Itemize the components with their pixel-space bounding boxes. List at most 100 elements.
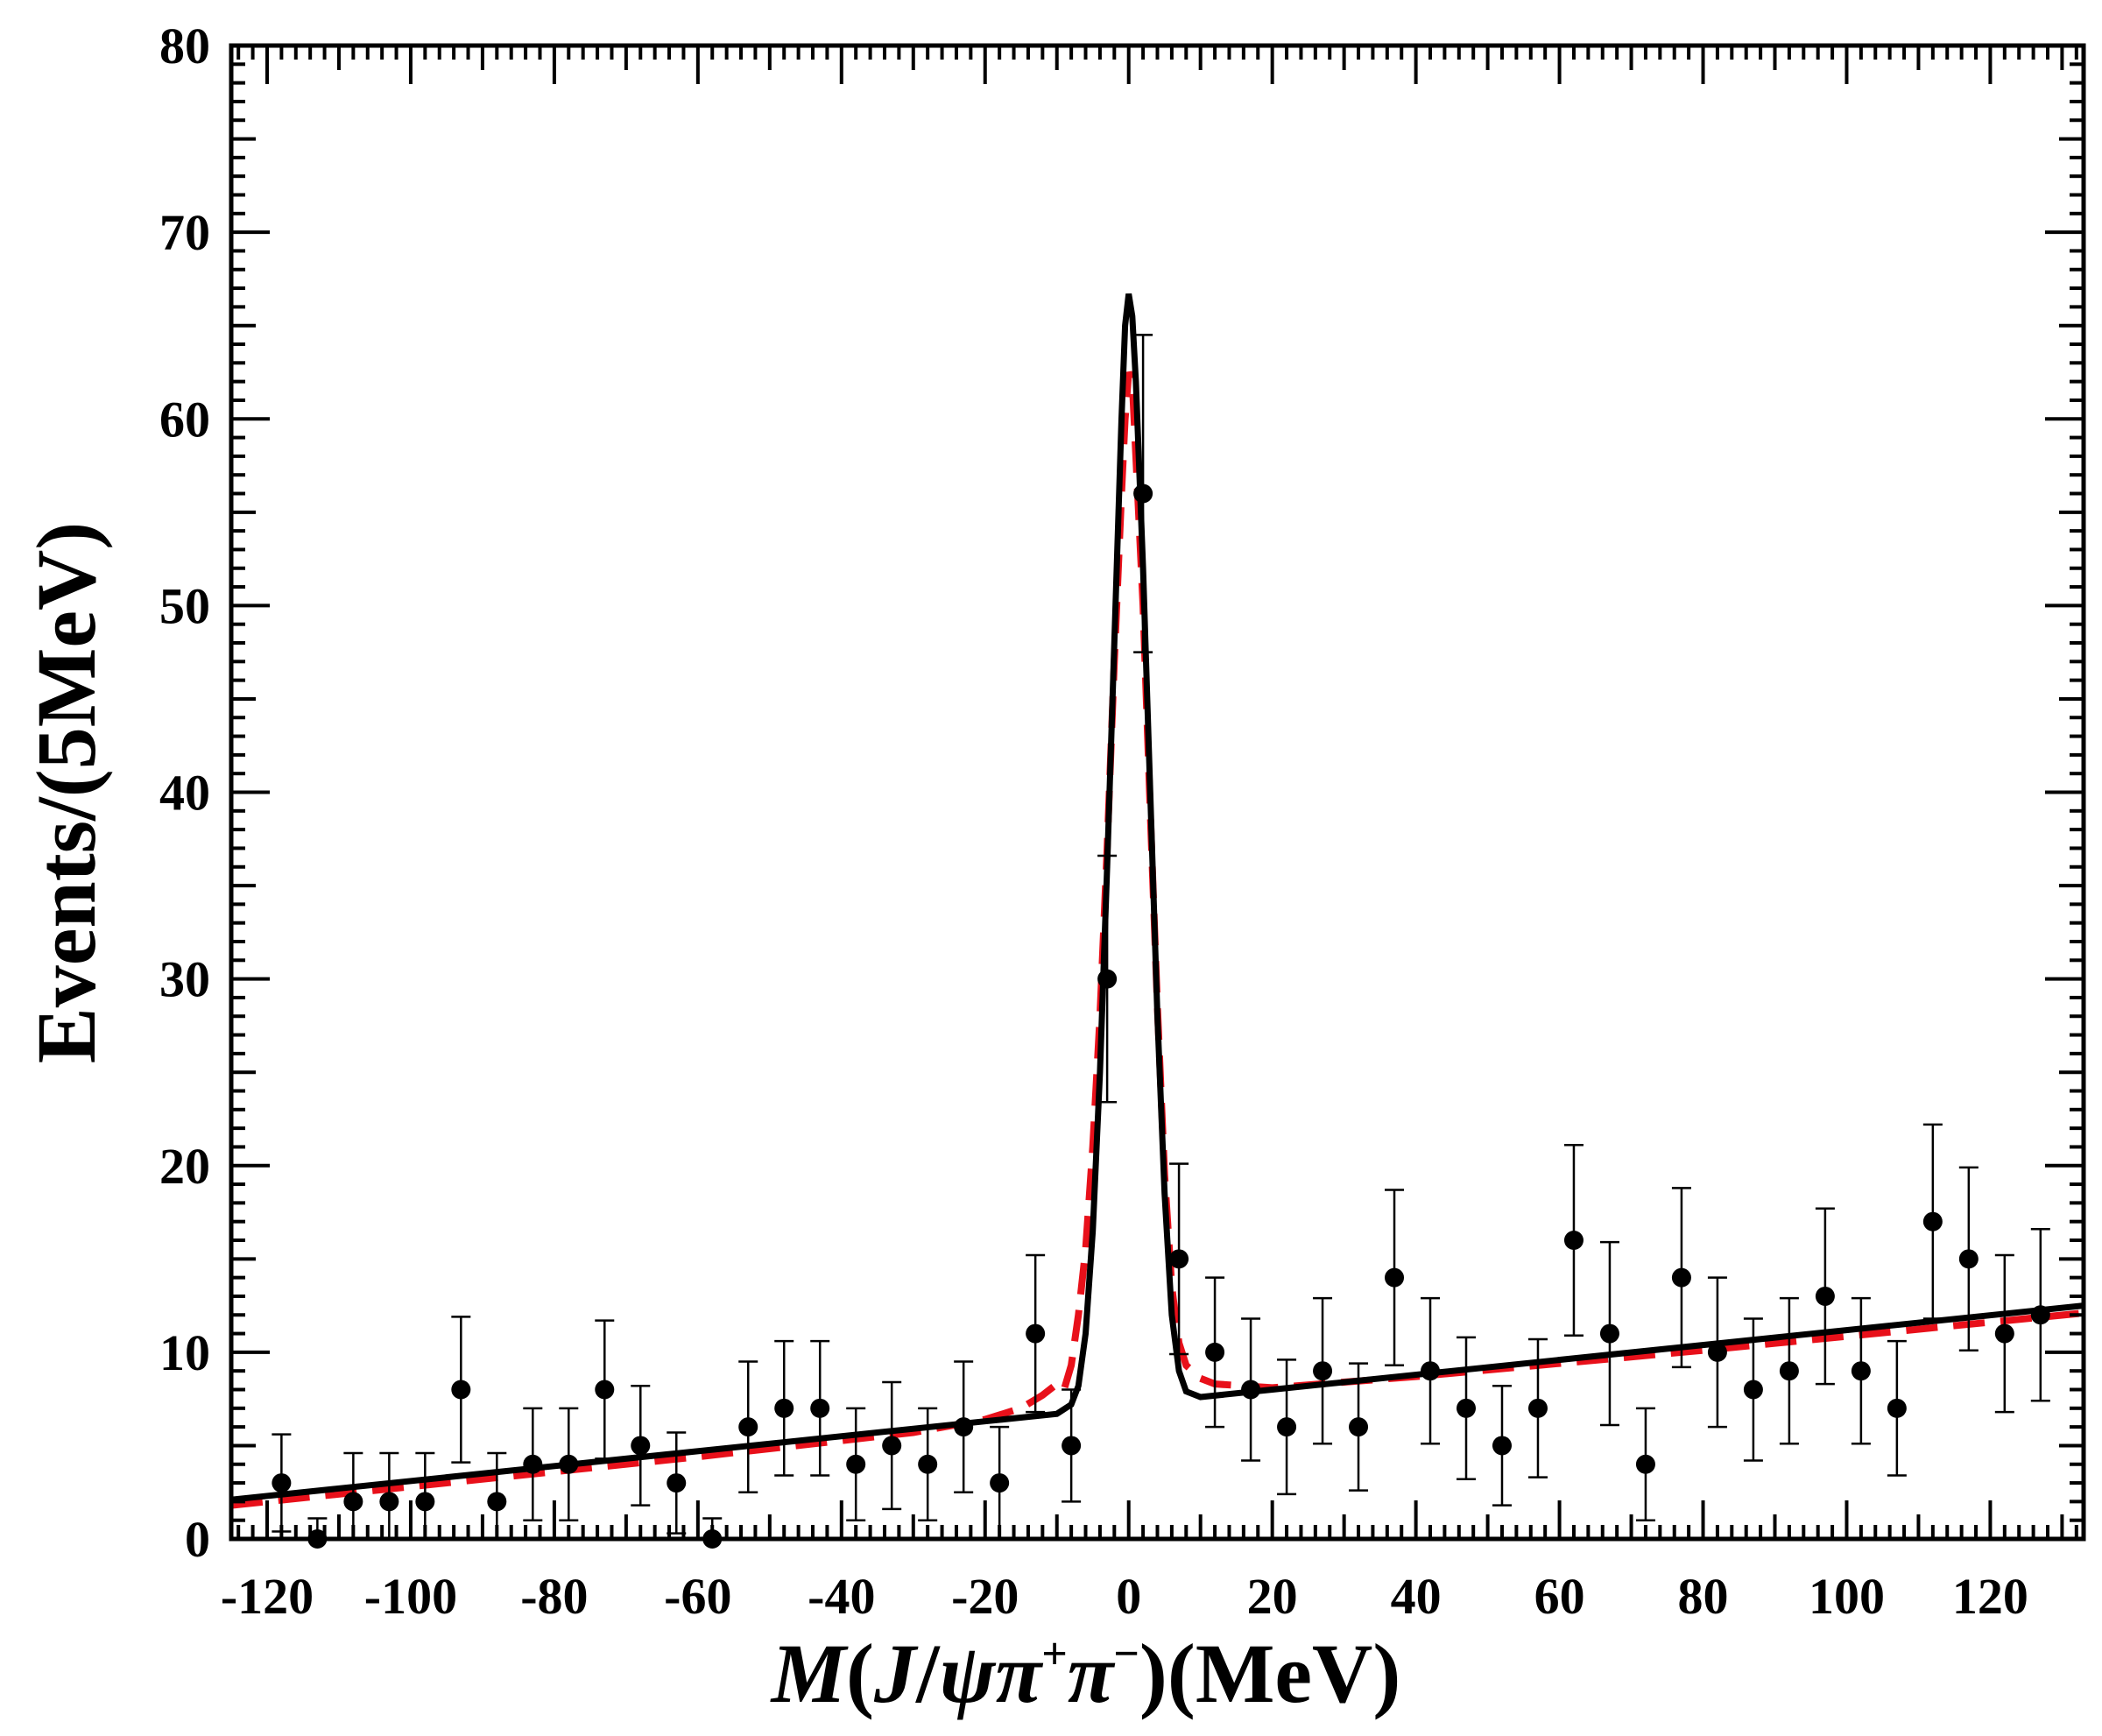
data-point [1527, 1337, 1548, 1478]
fit-curve-solid [230, 293, 2084, 1503]
y-tick-label: 40 [159, 765, 210, 822]
x-tick-label: -100 [364, 1568, 457, 1625]
data-marker [918, 1454, 938, 1474]
data-marker [1599, 1323, 1619, 1344]
tick-labels: -120 -100 -80 -60 -40 -20 0 20 40 60 80 100 120 0 10 20… [159, 18, 2028, 1625]
y-tick-label: 10 [159, 1324, 210, 1381]
plot-frame [229, 43, 2086, 1542]
data-point [1457, 1336, 1476, 1481]
data-point [1851, 1296, 1871, 1445]
data-point [631, 1384, 651, 1507]
data-marker [1133, 483, 1153, 504]
data-point [272, 1433, 292, 1533]
data-marker [1097, 969, 1118, 989]
data-point [1815, 1207, 1835, 1386]
data-marker [1779, 1361, 1799, 1381]
y-tick-label: 20 [159, 1138, 210, 1195]
data-marker [1815, 1286, 1835, 1306]
y-tick-label: 30 [159, 951, 210, 1008]
x-tick-label: -80 [520, 1568, 588, 1625]
data-point [1599, 1240, 1619, 1427]
data-point [1635, 1407, 1655, 1521]
data-point [1922, 1123, 1943, 1320]
dashed-fit-layer [230, 370, 2084, 1509]
data-point [1385, 1189, 1405, 1367]
x-axis-title-close: ) [1139, 1627, 1167, 1720]
data-marker [1205, 1342, 1225, 1362]
data-point [1026, 1253, 1046, 1414]
data-marker [1743, 1380, 1763, 1400]
data-point [1563, 1144, 1584, 1337]
data-marker [1062, 1436, 1082, 1456]
data-marker [882, 1436, 902, 1456]
x-axis-title-minus: − [1113, 1629, 1139, 1679]
x-tick-label: 0 [1116, 1568, 1141, 1625]
data-marker [774, 1398, 794, 1418]
data-marker [595, 1380, 615, 1400]
y-axis-title: Events/(5MeV) [19, 522, 113, 1064]
data-point [1313, 1296, 1333, 1445]
data-point [954, 1360, 974, 1493]
data-marker [810, 1398, 830, 1418]
data-marker [954, 1417, 974, 1437]
data-marker [1887, 1398, 1907, 1418]
data-marker [1026, 1323, 1046, 1344]
data-marker [1707, 1342, 1727, 1362]
x-axis-title-j: J [873, 1627, 919, 1720]
solid-fit-layer [230, 293, 2084, 1503]
x-tick-label: 100 [1809, 1568, 1885, 1625]
y-tick-label: 60 [159, 391, 210, 448]
data-marker [415, 1492, 435, 1512]
data-marker [451, 1380, 471, 1400]
data-point [667, 1431, 687, 1535]
y-tick-label: 50 [159, 577, 210, 634]
data-point [1169, 1162, 1189, 1356]
data-point [1097, 854, 1118, 1104]
data-point [1958, 1166, 1979, 1351]
y-tick-label: 70 [159, 204, 210, 261]
data-point [1062, 1388, 1082, 1503]
data-marker [1241, 1380, 1261, 1400]
data-marker [1313, 1361, 1333, 1381]
data-marker [1492, 1436, 1512, 1456]
data-point [559, 1407, 579, 1521]
x-tick-label: 60 [1534, 1568, 1585, 1625]
data-point [1671, 1187, 1691, 1369]
data-marker [1527, 1398, 1548, 1418]
data-marker [559, 1454, 579, 1474]
x-tick-label: 40 [1391, 1568, 1442, 1625]
data-marker [1851, 1361, 1871, 1381]
data-marker [990, 1473, 1010, 1493]
data-point [451, 1316, 471, 1464]
data-marker [1277, 1417, 1297, 1437]
x-axis-title-m: M [770, 1627, 850, 1720]
data-point [2030, 1227, 2050, 1402]
data-point [1133, 334, 1153, 653]
x-tick-label: 20 [1247, 1568, 1298, 1625]
data-point [846, 1407, 866, 1521]
x-tick-label: 120 [1952, 1568, 2028, 1625]
data-point [1492, 1384, 1512, 1507]
data-marker [1635, 1454, 1655, 1474]
data-marker [2030, 1305, 2050, 1325]
x-axis-title: M(J/ψπ+π−)(MeV) [770, 1627, 1401, 1720]
data-marker [523, 1454, 543, 1474]
data-point [918, 1407, 938, 1521]
data-marker [667, 1473, 687, 1493]
data-marker [1457, 1398, 1476, 1418]
data-point [990, 1425, 1010, 1541]
data-marker [1421, 1361, 1441, 1381]
data-marker [1958, 1249, 1979, 1269]
axis-ticks [231, 44, 2084, 1541]
x-tick-label: -60 [664, 1568, 731, 1625]
data-marker [738, 1417, 758, 1437]
x-axis-title-pi2: π [1068, 1627, 1116, 1720]
data-point [1743, 1317, 1763, 1462]
data-point [882, 1380, 902, 1511]
y-tick-label: 80 [159, 18, 210, 74]
fit-curve-dashed [230, 370, 2084, 1509]
data-marker [487, 1492, 507, 1512]
data-marker [1671, 1267, 1691, 1288]
data-marker [1169, 1249, 1189, 1269]
